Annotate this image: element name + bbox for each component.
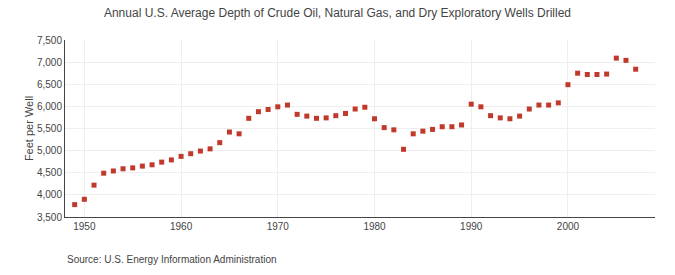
svg-text:Annual U.S. Average Depth of C: Annual U.S. Average Depth of Crude Oil, …	[104, 6, 571, 20]
svg-text:5,000: 5,000	[37, 145, 62, 156]
svg-text:5,500: 5,500	[37, 123, 62, 134]
svg-text:1950: 1950	[73, 221, 96, 232]
svg-text:Source: U.S. Energy Informatio: Source: U.S. Energy Information Administ…	[67, 254, 277, 265]
svg-text:1980: 1980	[363, 221, 386, 232]
svg-text:7,500: 7,500	[37, 35, 62, 46]
svg-text:Feet per Well: Feet per Well	[23, 96, 35, 161]
svg-text:6,500: 6,500	[37, 79, 62, 90]
svg-text:2000: 2000	[557, 221, 580, 232]
svg-text:7,000: 7,000	[37, 57, 62, 68]
svg-text:1990: 1990	[460, 221, 483, 232]
svg-text:6,000: 6,000	[37, 101, 62, 112]
svg-text:1960: 1960	[170, 221, 193, 232]
svg-text:3,500: 3,500	[37, 212, 62, 223]
svg-text:4,000: 4,000	[37, 189, 62, 200]
svg-text:4,500: 4,500	[37, 167, 62, 178]
svg-text:1970: 1970	[267, 221, 290, 232]
